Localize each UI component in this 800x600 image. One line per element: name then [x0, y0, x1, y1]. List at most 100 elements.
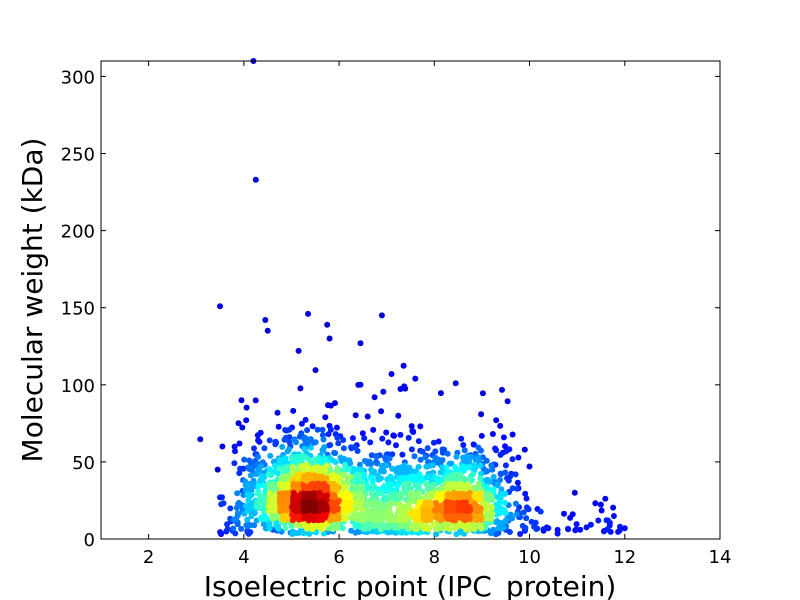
data-point — [317, 525, 324, 532]
data-point — [389, 465, 396, 472]
data-point — [347, 460, 354, 467]
data-point — [340, 445, 347, 452]
data-point — [571, 489, 578, 496]
data-point — [230, 525, 237, 532]
data-point — [461, 515, 468, 521]
data-point — [420, 523, 427, 530]
data-point — [309, 423, 316, 430]
data-point — [312, 439, 319, 446]
data-point — [415, 438, 422, 445]
data-point — [466, 489, 473, 496]
data-point — [333, 516, 340, 523]
x-tick-label: 6 — [333, 547, 344, 568]
data-point — [378, 501, 384, 508]
data-point — [245, 493, 252, 499]
data-point — [231, 460, 238, 467]
data-point — [279, 443, 286, 450]
data-point — [583, 524, 590, 531]
data-point — [395, 492, 402, 499]
data-point — [323, 462, 330, 469]
data-point — [478, 432, 485, 439]
data-point — [234, 490, 241, 497]
data-point — [300, 482, 307, 489]
data-point — [466, 524, 473, 531]
data-point — [433, 475, 440, 482]
data-point — [411, 514, 417, 521]
data-point — [306, 530, 313, 537]
data-point — [364, 460, 371, 467]
data-point — [436, 457, 443, 464]
data-point — [232, 448, 238, 455]
data-point — [458, 435, 465, 442]
data-point — [377, 468, 384, 474]
data-point — [275, 470, 281, 477]
data-point — [494, 481, 501, 488]
data-point — [271, 513, 278, 520]
data-point — [197, 436, 204, 443]
data-point — [373, 453, 380, 459]
data-point — [424, 445, 431, 452]
data-point — [238, 525, 245, 532]
data-point — [380, 388, 387, 395]
data-point — [297, 385, 304, 392]
data-point — [330, 493, 337, 500]
data-point — [478, 525, 485, 532]
data-point — [348, 527, 355, 534]
data-point — [304, 462, 311, 468]
data-point — [460, 442, 467, 448]
data-point — [286, 426, 293, 433]
data-point — [332, 400, 338, 407]
x-tick-label: 8 — [429, 547, 440, 568]
data-point — [502, 517, 509, 524]
data-point — [356, 461, 363, 468]
data-point — [279, 475, 286, 482]
data-point — [475, 480, 482, 487]
data-point — [502, 462, 509, 469]
data-point — [331, 449, 338, 456]
data-point — [444, 504, 451, 511]
data-point — [277, 493, 284, 500]
y-tick-label: 0 — [84, 530, 95, 551]
data-point — [244, 516, 251, 523]
data-point — [272, 438, 279, 445]
y-tick-label: 100 — [61, 376, 95, 397]
data-point — [302, 507, 308, 514]
data-point — [274, 409, 281, 416]
data-point — [573, 526, 580, 533]
data-point — [453, 453, 460, 460]
data-point — [341, 471, 348, 478]
data-point — [290, 501, 297, 508]
data-point — [256, 438, 263, 445]
data-point — [412, 375, 419, 382]
data-point — [525, 506, 532, 513]
data-point — [482, 501, 489, 507]
y-tick-label: 250 — [61, 145, 95, 166]
data-point — [231, 443, 238, 450]
data-point — [399, 528, 406, 535]
data-point — [422, 454, 429, 461]
data-point — [289, 463, 296, 470]
data-point — [320, 530, 327, 537]
data-point — [431, 482, 438, 488]
data-point — [371, 394, 378, 401]
data-point — [300, 530, 307, 537]
data-point — [459, 504, 466, 510]
data-point — [452, 380, 459, 387]
data-point — [430, 521, 437, 528]
data-point — [320, 447, 327, 454]
data-point — [284, 448, 291, 455]
data-point — [244, 508, 251, 515]
data-point — [504, 475, 511, 482]
data-point — [494, 518, 500, 525]
data-point — [369, 475, 376, 482]
data-point — [290, 407, 297, 414]
x-axis-title: Isoelectric point (IPC_protein) — [204, 570, 617, 600]
data-point — [598, 507, 605, 514]
data-point — [399, 464, 405, 471]
data-point — [252, 397, 259, 404]
data-point — [472, 492, 479, 499]
data-point — [262, 514, 269, 521]
data-point — [569, 511, 576, 518]
data-point — [266, 490, 273, 497]
data-point — [312, 522, 319, 529]
